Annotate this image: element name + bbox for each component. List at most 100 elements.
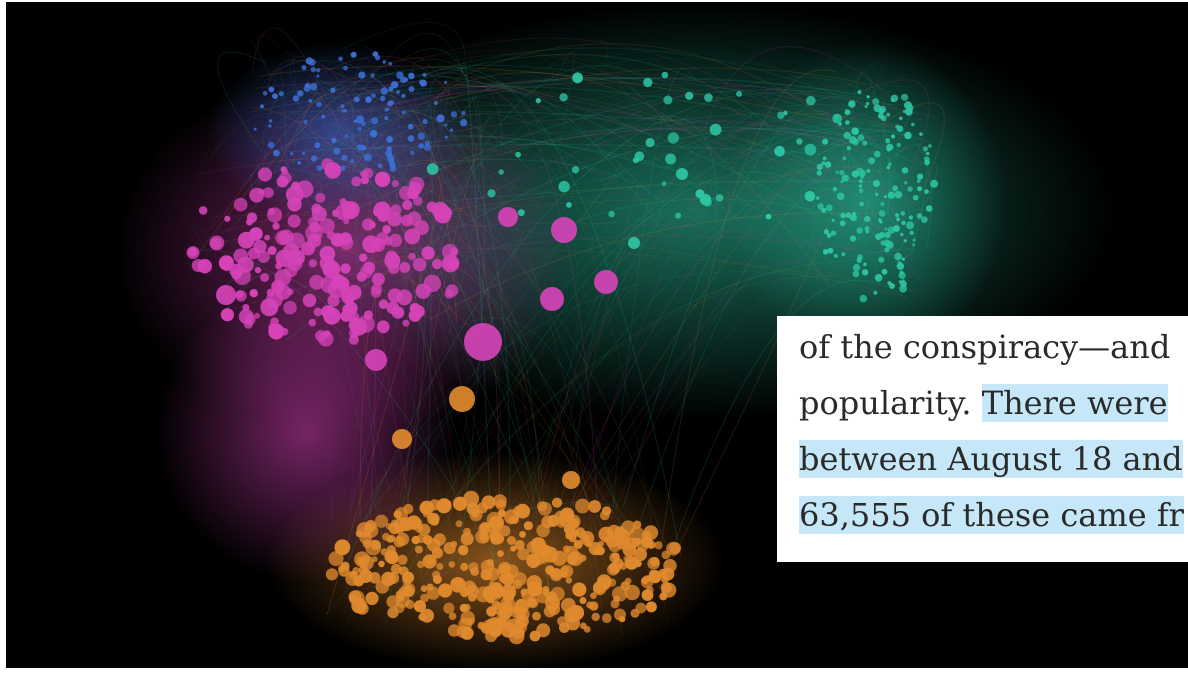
graph-node-teal-right <box>823 229 829 235</box>
graph-node-orange <box>538 554 549 564</box>
graph-node-blue <box>380 95 386 102</box>
graph-node-magenta <box>267 246 277 255</box>
graph-node-magenta <box>319 246 336 262</box>
graph-edge <box>499 166 934 623</box>
graph-node-magenta <box>280 327 289 336</box>
graph-edge <box>607 93 766 142</box>
graph-node-teal-right <box>916 213 923 219</box>
graph-node-magenta <box>378 299 389 310</box>
graph-edge <box>351 271 845 529</box>
caption-line-2-plain: popularity. <box>799 384 982 422</box>
graph-node-magenta <box>280 166 287 173</box>
graph-node-teal-right <box>894 190 903 199</box>
graph-node-orange <box>506 618 522 634</box>
graph-node-blue <box>272 93 278 99</box>
graph-node-orange <box>536 501 548 512</box>
graph-node-teal-center <box>832 186 838 192</box>
graph-node-blue <box>361 121 366 127</box>
graph-edge <box>463 104 921 212</box>
graph-node-teal-right <box>850 214 857 222</box>
graph-node-large <box>449 386 475 412</box>
graph-node-orange <box>414 523 424 533</box>
graph-node-magenta <box>220 308 234 322</box>
graph-node-blue <box>267 141 275 149</box>
graph-node-teal-center <box>796 138 803 145</box>
graph-node-orange <box>493 494 507 508</box>
graph-node-magenta <box>407 187 420 200</box>
graph-edge <box>345 92 830 568</box>
graph-node-magenta <box>254 266 262 274</box>
graph-node-blue <box>269 119 273 123</box>
graph-edge <box>622 96 867 507</box>
graph-node-blue <box>370 73 375 78</box>
graph-node-teal-center <box>685 91 694 100</box>
graph-edge <box>357 186 629 240</box>
graph-node-blue <box>407 135 415 142</box>
graph-node-blue <box>308 98 313 103</box>
graph-edge <box>435 150 880 226</box>
graph-node-blue <box>262 91 268 96</box>
graph-node-teal-right <box>912 243 916 247</box>
graph-node-teal-center <box>661 71 669 79</box>
graph-node-blue <box>341 154 348 161</box>
graph-node-orange <box>649 569 656 577</box>
graph-node-orange <box>486 606 497 617</box>
graph-node-magenta <box>445 284 459 297</box>
graph-node-teal-right <box>917 186 923 192</box>
graph-node-blue <box>380 87 388 95</box>
graph-node-orange <box>519 531 526 538</box>
graph-edge <box>325 138 370 523</box>
graph-node-teal-center <box>704 93 713 102</box>
network-graph-image: of the conspiracy—and popularity. There … <box>6 2 1188 668</box>
graph-node-teal-right <box>844 109 851 116</box>
graph-edge <box>254 77 856 185</box>
graph-node-blue <box>297 90 304 97</box>
graph-node-teal-right <box>851 127 859 135</box>
graph-edge <box>851 158 898 227</box>
caption-line-3-text: between August 18 and <box>799 440 1183 478</box>
graph-node-orange <box>468 593 477 602</box>
graph-node-teal-right <box>898 271 906 279</box>
graph-edge <box>452 113 834 509</box>
graph-edge <box>744 127 932 167</box>
graph-node-teal-right <box>904 131 912 140</box>
graph-node-orange <box>632 520 642 530</box>
graph-node-orange <box>356 522 373 538</box>
graph-node-blue <box>459 119 468 127</box>
graph-edge <box>272 74 429 142</box>
graph-node-teal-center <box>426 163 439 175</box>
graph-edge <box>364 89 659 161</box>
graph-edge <box>405 171 800 576</box>
graph-node-orange <box>659 592 668 601</box>
graph-node-teal-right <box>874 274 883 282</box>
graph-node-teal-center <box>765 213 772 220</box>
graph-node-orange <box>393 536 405 548</box>
graph-node-teal-center <box>703 198 712 207</box>
graph-node-magenta <box>248 227 262 241</box>
graph-edge <box>330 22 466 56</box>
graph-edge <box>459 84 658 224</box>
graph-node-teal-right <box>880 202 885 207</box>
graph-node-teal-right <box>849 235 857 242</box>
graph-node-teal-right <box>890 98 895 102</box>
graph-node-teal-center <box>487 189 496 198</box>
graph-node-teal-right <box>861 269 869 276</box>
graph-node-large <box>594 270 618 294</box>
graph-node-orange <box>588 542 602 556</box>
graph-node-blue <box>382 60 386 64</box>
graph-node-teal-right <box>886 165 891 170</box>
graph-node-orange <box>448 612 457 620</box>
graph-node-orange <box>465 584 479 598</box>
graph-edge <box>452 72 830 287</box>
graph-node-orange <box>506 536 516 545</box>
graph-node-teal-right <box>827 247 834 254</box>
graph-edge <box>380 61 467 548</box>
graph-edge <box>765 93 844 148</box>
graph-node-teal-right <box>924 189 929 195</box>
graph-node-magenta <box>371 272 385 286</box>
graph-node-magenta <box>319 218 335 234</box>
graph-node-blue <box>290 152 294 156</box>
graph-edge <box>385 70 871 194</box>
graph-edge <box>293 52 390 569</box>
